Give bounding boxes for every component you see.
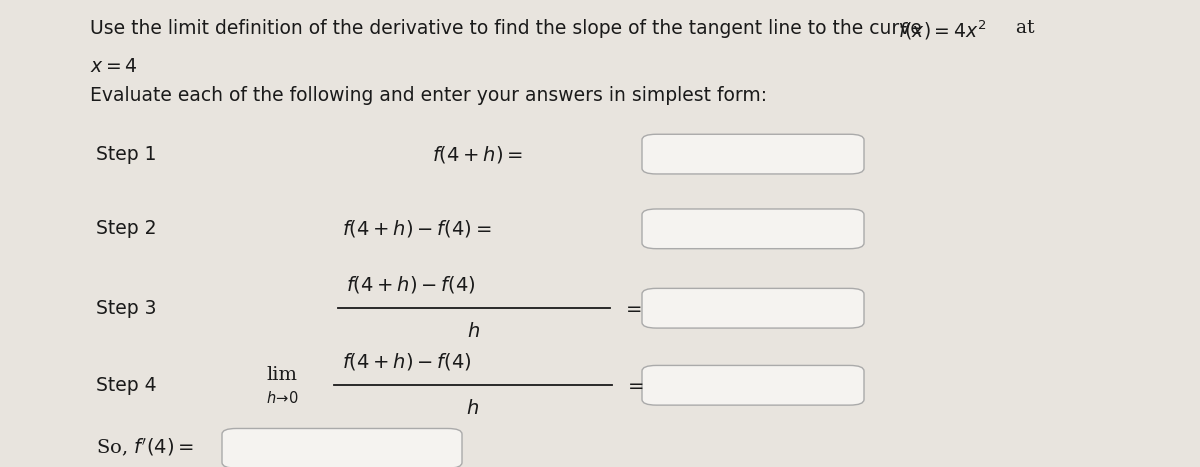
Text: So, $f'(4) =$: So, $f'(4) =$ xyxy=(96,437,194,460)
Text: Use the limit definition of the derivative to find the slope of the tangent line: Use the limit definition of the derivati… xyxy=(90,19,928,38)
FancyBboxPatch shape xyxy=(642,288,864,328)
Text: $f(4+h) - f(4)$: $f(4+h) - f(4)$ xyxy=(346,275,475,295)
FancyBboxPatch shape xyxy=(642,134,864,174)
Text: $=$: $=$ xyxy=(622,299,642,317)
Text: Step 3: Step 3 xyxy=(96,299,156,318)
Text: $f(4+h) - f(4)$: $f(4+h) - f(4)$ xyxy=(342,352,472,372)
Text: $x = 4$: $x = 4$ xyxy=(90,57,138,76)
FancyBboxPatch shape xyxy=(642,365,864,405)
Text: $f(x) = 4x^2$: $f(x) = 4x^2$ xyxy=(898,19,986,42)
FancyBboxPatch shape xyxy=(222,429,462,467)
Text: Step 2: Step 2 xyxy=(96,219,156,238)
Text: $f(4+h) =$: $f(4+h) =$ xyxy=(432,144,523,164)
Text: $f(4+h) - f(4) =$: $f(4+h) - f(4) =$ xyxy=(342,219,491,239)
FancyBboxPatch shape xyxy=(642,209,864,248)
Text: lim: lim xyxy=(266,366,298,384)
Text: Step 4: Step 4 xyxy=(96,376,157,395)
Text: Step 1: Step 1 xyxy=(96,145,156,163)
Text: $=$: $=$ xyxy=(624,376,644,394)
Text: $h$: $h$ xyxy=(468,322,480,341)
Text: at: at xyxy=(1010,19,1034,37)
Text: $h\!\to\!0$: $h\!\to\!0$ xyxy=(265,390,299,406)
Text: $h$: $h$ xyxy=(467,399,479,418)
Text: Evaluate each of the following and enter your answers in simplest form:: Evaluate each of the following and enter… xyxy=(90,86,767,106)
